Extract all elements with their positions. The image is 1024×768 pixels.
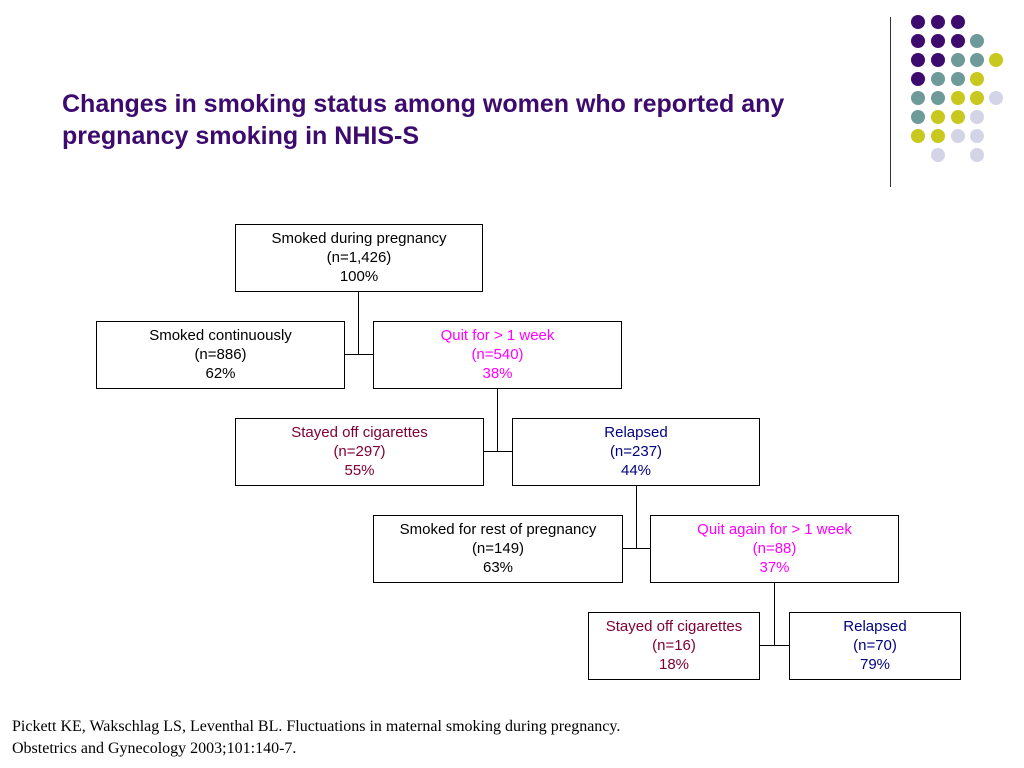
box-relapsed: Relapsed (n=237) 44% (512, 418, 760, 486)
decorative-dot (951, 72, 965, 86)
box-count: (n=1,426) (326, 249, 392, 266)
box-count: (n=88) (752, 540, 797, 557)
citation: Pickett KE, Wakschlag LS, Leventhal BL. … (12, 716, 992, 760)
decorative-dot (911, 110, 925, 124)
decorative-dot (970, 148, 984, 162)
box-count: (n=16) (652, 637, 696, 654)
box-label: Smoked for rest of pregnancy (399, 521, 597, 538)
box-percent: 18% (658, 656, 690, 673)
box-count: (n=297) (333, 443, 386, 460)
box-percent: 44% (620, 462, 652, 479)
decorative-dot (911, 129, 925, 143)
box-label: Quit for > 1 week (440, 327, 555, 344)
decorative-dot (951, 110, 965, 124)
decorative-dot (911, 34, 925, 48)
decorative-dot (970, 129, 984, 143)
box-label: Stayed off cigarettes (605, 618, 743, 635)
decorative-divider (890, 17, 891, 187)
box-smoked-continuously: Smoked continuously (n=886) 62% (96, 321, 345, 389)
decorative-dot (931, 53, 945, 67)
box-count: (n=540) (471, 346, 524, 363)
box-label: Stayed off cigarettes (291, 424, 428, 441)
decorative-dot (989, 53, 1003, 67)
decorative-dot (951, 129, 965, 143)
citation-line-1: Pickett KE, Wakschlag LS, Leventhal BL. … (12, 718, 621, 735)
box-label: Smoked during pregnancy (271, 230, 447, 247)
decorative-dot (951, 91, 965, 105)
box-label: Smoked continuously (149, 327, 292, 344)
box-smoked-during-pregnancy: Smoked during pregnancy (n=1,426) 100% (235, 224, 483, 292)
decorative-dot (951, 34, 965, 48)
decorative-dot (931, 148, 945, 162)
box-percent: 38% (482, 365, 513, 382)
box-smoked-rest-of-pregnancy: Smoked for rest of pregnancy (n=149) 63% (373, 515, 623, 583)
decorative-dot (931, 91, 945, 105)
box-stayed-off-cigarettes: Stayed off cigarettes (n=297) 55% (235, 418, 484, 486)
box-label: Quit again for > 1 week (697, 521, 852, 538)
decorative-dot (970, 53, 984, 67)
citation-line-2: Obstetrics and Gynecology 2003;101:140-7… (12, 740, 297, 757)
box-count: (n=237) (609, 443, 663, 460)
box-stayed-off-cigarettes-2: Stayed off cigarettes (n=16) 18% (588, 612, 760, 680)
decorative-dot (989, 91, 1003, 105)
decorative-dot (951, 53, 965, 67)
box-relapsed-2: Relapsed (n=70) 79% (789, 612, 961, 680)
decorative-dot (970, 110, 984, 124)
box-percent: 55% (344, 462, 375, 479)
decorative-dot (970, 72, 984, 86)
decorative-dot (951, 15, 965, 29)
box-count: (n=886) (194, 346, 247, 363)
decorative-dot (970, 91, 984, 105)
slide-title: Changes in smoking status among women wh… (62, 90, 785, 150)
decorative-dot (911, 53, 925, 67)
decorative-dot (911, 72, 925, 86)
decorative-dot (970, 34, 984, 48)
box-label: Relapsed (604, 424, 668, 441)
decorative-dot (911, 91, 925, 105)
box-percent: 37% (759, 559, 790, 576)
box-quit-again: Quit again for > 1 week (n=88) 37% (650, 515, 899, 583)
decorative-dot (931, 15, 945, 29)
box-percent: 63% (482, 559, 514, 576)
decorative-dot (911, 15, 925, 29)
decorative-dot (931, 34, 945, 48)
decorative-dot (931, 129, 945, 143)
box-percent: 100% (339, 268, 379, 285)
box-percent: 79% (859, 656, 891, 673)
box-percent: 62% (205, 365, 236, 382)
box-label: Relapsed (843, 618, 907, 635)
box-count: (n=149) (471, 540, 525, 557)
decorative-dot (931, 72, 945, 86)
box-quit-over-1-week: Quit for > 1 week (n=540) 38% (373, 321, 622, 389)
box-count: (n=70) (853, 637, 897, 654)
decorative-dot (931, 110, 945, 124)
